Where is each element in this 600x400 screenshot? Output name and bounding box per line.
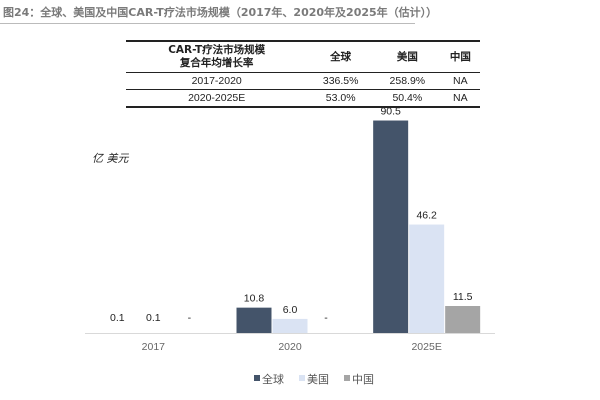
data-label: 46.2 bbox=[416, 210, 437, 222]
data-label: - bbox=[324, 312, 328, 324]
legend-swatch bbox=[299, 375, 305, 381]
data-label: - bbox=[188, 312, 192, 324]
cell: 2017-2020 bbox=[126, 72, 308, 90]
header-global: 全球 bbox=[307, 40, 374, 73]
cell: 258.9% bbox=[374, 72, 441, 90]
legend-swatch bbox=[254, 375, 260, 381]
data-label: 11.5 bbox=[453, 291, 473, 303]
figure-title: 图24：全球、美国及中国CAR-T疗法市场规模（2017年、2020年及2025… bbox=[3, 6, 438, 19]
bar bbox=[445, 306, 481, 333]
data-label: 90.5 bbox=[380, 106, 401, 118]
bar bbox=[409, 224, 445, 333]
bar bbox=[272, 318, 308, 333]
data-label: 0.1 bbox=[110, 312, 125, 324]
title-divider bbox=[0, 23, 415, 24]
header-label: CAR-T疗法市场规模 复合年均增长率 bbox=[126, 40, 308, 73]
data-label: 0.1 bbox=[146, 312, 161, 324]
table-header-row: CAR-T疗法市场规模 复合年均增长率 全球 美国 中国 bbox=[126, 40, 480, 73]
cell: 53.0% bbox=[307, 89, 374, 108]
table-row: 2020-2025E 53.0% 50.4% NA bbox=[126, 89, 480, 108]
table-row: 2017-2020 336.5% 258.9% NA bbox=[126, 72, 480, 90]
cell: NA bbox=[440, 72, 480, 90]
x-tick-label: 2020 bbox=[278, 341, 302, 353]
cell: 336.5% bbox=[307, 72, 374, 90]
legend-label: 全球 bbox=[262, 372, 284, 386]
x-tick-label: 2017 bbox=[142, 341, 166, 353]
legend-label: 美国 bbox=[307, 373, 329, 386]
x-tick-label: 2025E bbox=[411, 341, 441, 353]
bar bbox=[373, 120, 409, 334]
cell: 50.4% bbox=[374, 89, 441, 108]
data-label: 6.0 bbox=[283, 304, 298, 316]
legend-label: 中国 bbox=[352, 373, 374, 386]
header-line-2: 复合年均增长率 bbox=[179, 57, 254, 69]
header-china: 中国 bbox=[440, 40, 480, 73]
cagr-table: CAR-T疗法市场规模 复合年均增长率 全球 美国 中国 2017-2020 33… bbox=[126, 40, 480, 108]
cell: 2020-2025E bbox=[126, 89, 308, 108]
bar bbox=[236, 307, 272, 333]
header-line-1: CAR-T疗法市场规模 bbox=[168, 44, 266, 56]
cell: NA bbox=[440, 89, 480, 108]
data-label: 10.8 bbox=[244, 293, 265, 305]
legend-swatch bbox=[344, 375, 350, 381]
y-axis-unit: 亿 美元 bbox=[92, 152, 129, 165]
header-us: 美国 bbox=[374, 40, 441, 73]
